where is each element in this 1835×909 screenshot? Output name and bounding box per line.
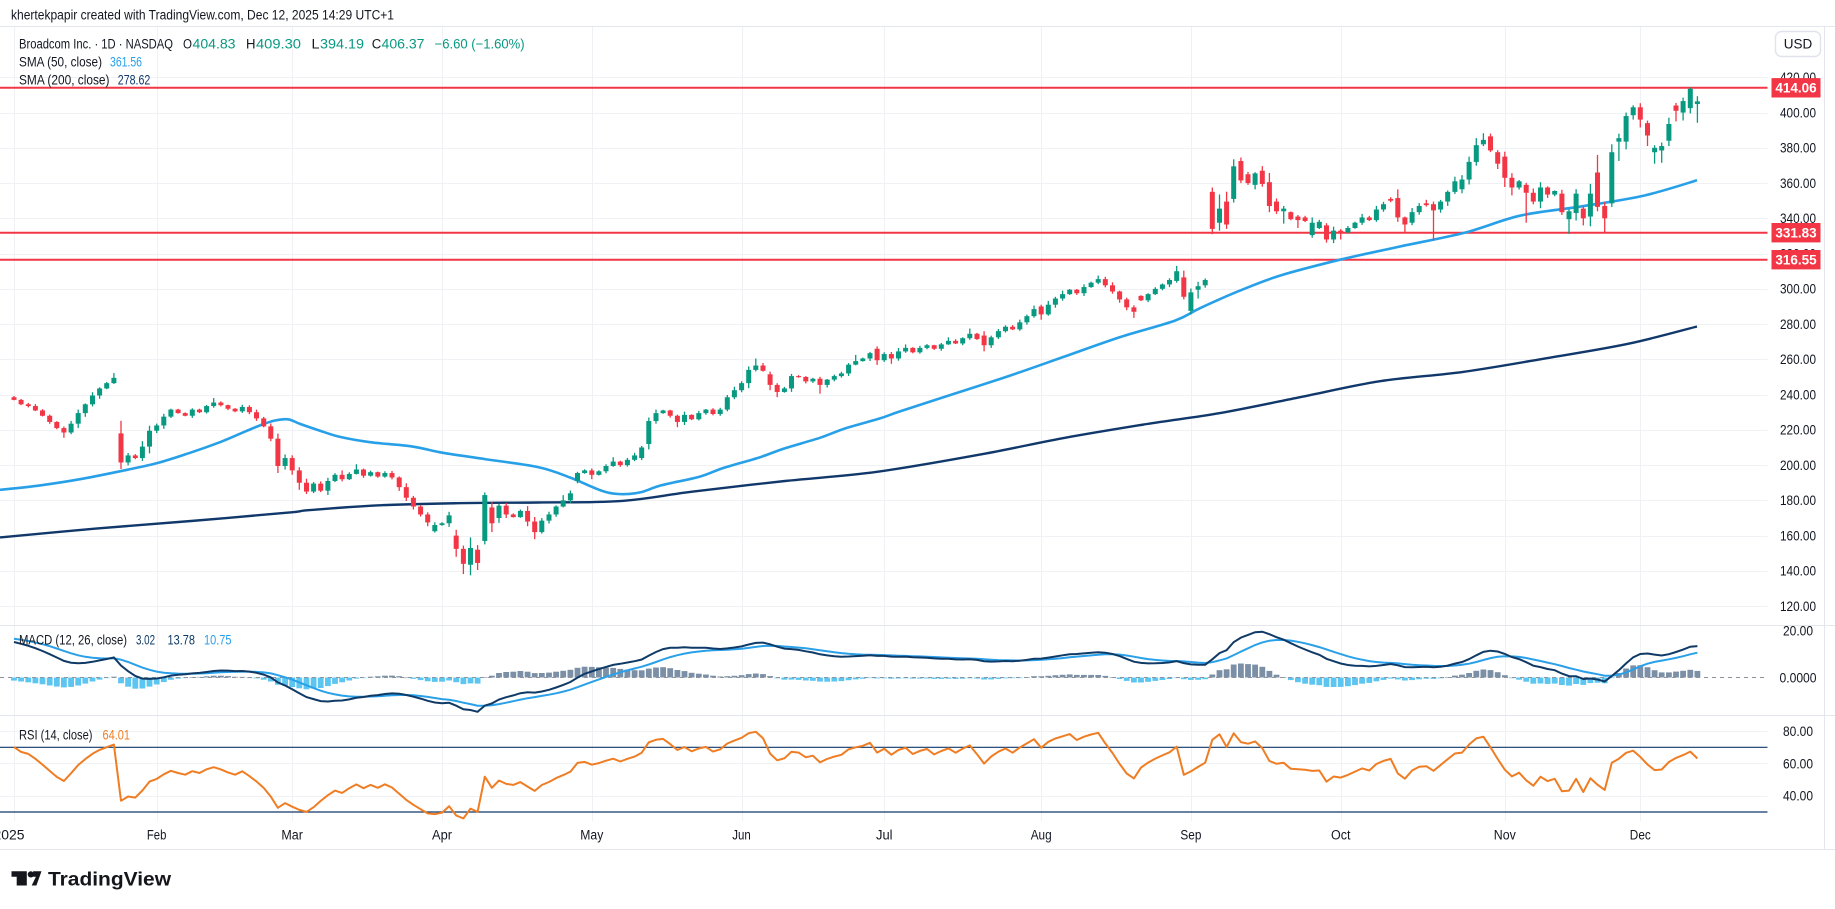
svg-text:MACD (12, 26, close): MACD (12, 26, close) [19, 633, 127, 648]
svg-text:USD: USD [1784, 37, 1813, 52]
svg-text:SMA (50, close): SMA (50, close) [19, 55, 102, 70]
svg-text:60.00: 60.00 [1783, 756, 1813, 771]
svg-text:Mar: Mar [281, 828, 303, 843]
svg-text:C: C [372, 37, 382, 52]
svg-text:O: O [183, 37, 192, 52]
svg-text:400.00: 400.00 [1780, 105, 1816, 120]
svg-text:L: L [312, 37, 321, 52]
svg-text:Broadcom Inc. · 1D · NASDAQ: Broadcom Inc. · 1D · NASDAQ [19, 37, 173, 52]
svg-text:394.19: 394.19 [320, 37, 364, 52]
svg-text:Apr: Apr [432, 828, 452, 843]
svg-text:240.00: 240.00 [1780, 387, 1816, 402]
svg-text:Jun: Jun [732, 828, 751, 843]
svg-text:380.00: 380.00 [1780, 141, 1816, 156]
svg-text:409.30: 409.30 [256, 37, 301, 52]
svg-text:140.00: 140.00 [1780, 564, 1816, 579]
svg-text:280.00: 280.00 [1780, 317, 1816, 332]
svg-text:180.00: 180.00 [1780, 493, 1816, 508]
svg-text:406.37: 406.37 [382, 37, 425, 52]
svg-text:Oct: Oct [1331, 828, 1351, 843]
svg-text:Dec: Dec [1630, 828, 1651, 843]
svg-text:120.00: 120.00 [1780, 599, 1816, 614]
svg-text:278.62: 278.62 [118, 73, 151, 88]
svg-text:200.00: 200.00 [1780, 458, 1816, 473]
svg-text:340.00: 340.00 [1780, 211, 1816, 226]
svg-text:RSI (14, close): RSI (14, close) [19, 728, 93, 743]
svg-text:331.83: 331.83 [1775, 226, 1817, 241]
svg-text:260.00: 260.00 [1780, 352, 1816, 367]
svg-text:404.83: 404.83 [193, 37, 236, 52]
svg-text:−6.60 (−1.60%): −6.60 (−1.60%) [435, 37, 525, 52]
svg-text:160.00: 160.00 [1780, 528, 1816, 543]
svg-text:0.0000: 0.0000 [1780, 670, 1817, 685]
svg-text:40.00: 40.00 [1783, 789, 1813, 804]
svg-text:Nov: Nov [1494, 828, 1516, 843]
svg-text:10.75: 10.75 [204, 633, 232, 648]
svg-text:Jul: Jul [876, 828, 893, 843]
svg-text:414.06: 414.06 [1775, 81, 1817, 96]
svg-text:20.00: 20.00 [1783, 623, 1813, 638]
svg-text:Feb: Feb [147, 828, 167, 843]
svg-text:13.78: 13.78 [168, 633, 196, 648]
svg-text:khertekpapir created with Trad: khertekpapir created with TradingView.co… [11, 8, 394, 23]
svg-text:2025: 2025 [0, 828, 24, 843]
svg-text:SMA (200, close): SMA (200, close) [19, 73, 110, 88]
svg-text:360.00: 360.00 [1780, 176, 1816, 191]
svg-text:May: May [580, 828, 603, 843]
svg-text:Sep: Sep [1180, 828, 1201, 843]
svg-text:H: H [246, 37, 256, 52]
svg-text:361.56: 361.56 [110, 55, 142, 70]
svg-text:300.00: 300.00 [1780, 282, 1816, 297]
svg-text:Aug: Aug [1031, 828, 1052, 843]
svg-text:3.02: 3.02 [136, 633, 155, 648]
svg-text:316.55: 316.55 [1775, 253, 1817, 268]
svg-text:80.00: 80.00 [1783, 724, 1813, 739]
svg-text:220.00: 220.00 [1780, 423, 1816, 438]
svg-text:TradingView: TradingView [48, 870, 171, 891]
svg-text:64.01: 64.01 [103, 728, 131, 743]
